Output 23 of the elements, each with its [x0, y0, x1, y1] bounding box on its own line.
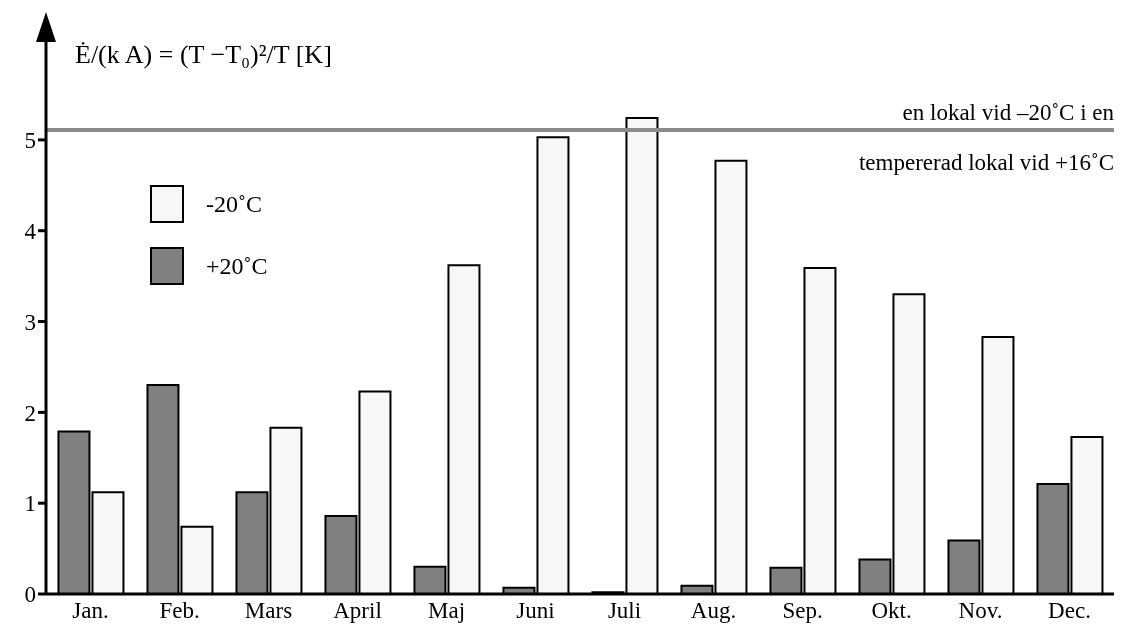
- annotation: tempererad lokal vid +16˚C: [858, 149, 1114, 175]
- x-tick-label: Jan.: [72, 598, 109, 624]
- y-axis-title: Ė/(k A) = (T −T₀)²/T [K]: [75, 40, 332, 70]
- x-tick-label: Feb.: [159, 598, 200, 624]
- annotation: en lokal vid –20˚C i en: [902, 99, 1115, 125]
- y-tick-label: 0: [24, 582, 36, 608]
- x-tick-label: Aug.: [690, 598, 737, 624]
- y-tick-label: 5: [24, 128, 36, 154]
- legend-label: +20˚C: [206, 252, 268, 280]
- x-tick-label: April: [333, 598, 382, 624]
- y-tick-label: 4: [24, 218, 37, 244]
- x-tick-label: Sep.: [782, 598, 823, 624]
- x-tick-label: Maj: [427, 598, 466, 624]
- y-tick-label: 3: [24, 309, 36, 335]
- x-tick-label: Mars: [244, 598, 293, 624]
- x-tick-label: Nov.: [958, 598, 1003, 624]
- x-tick-label: Okt.: [871, 598, 912, 624]
- x-tick-label: Juli: [607, 598, 642, 624]
- legend-label: -20˚C: [206, 190, 262, 218]
- y-tick-label: 1: [24, 491, 36, 517]
- x-tick-label: Dec.: [1048, 598, 1091, 624]
- x-tick-label: Juni: [516, 598, 555, 624]
- y-tick-label: 2: [24, 400, 36, 426]
